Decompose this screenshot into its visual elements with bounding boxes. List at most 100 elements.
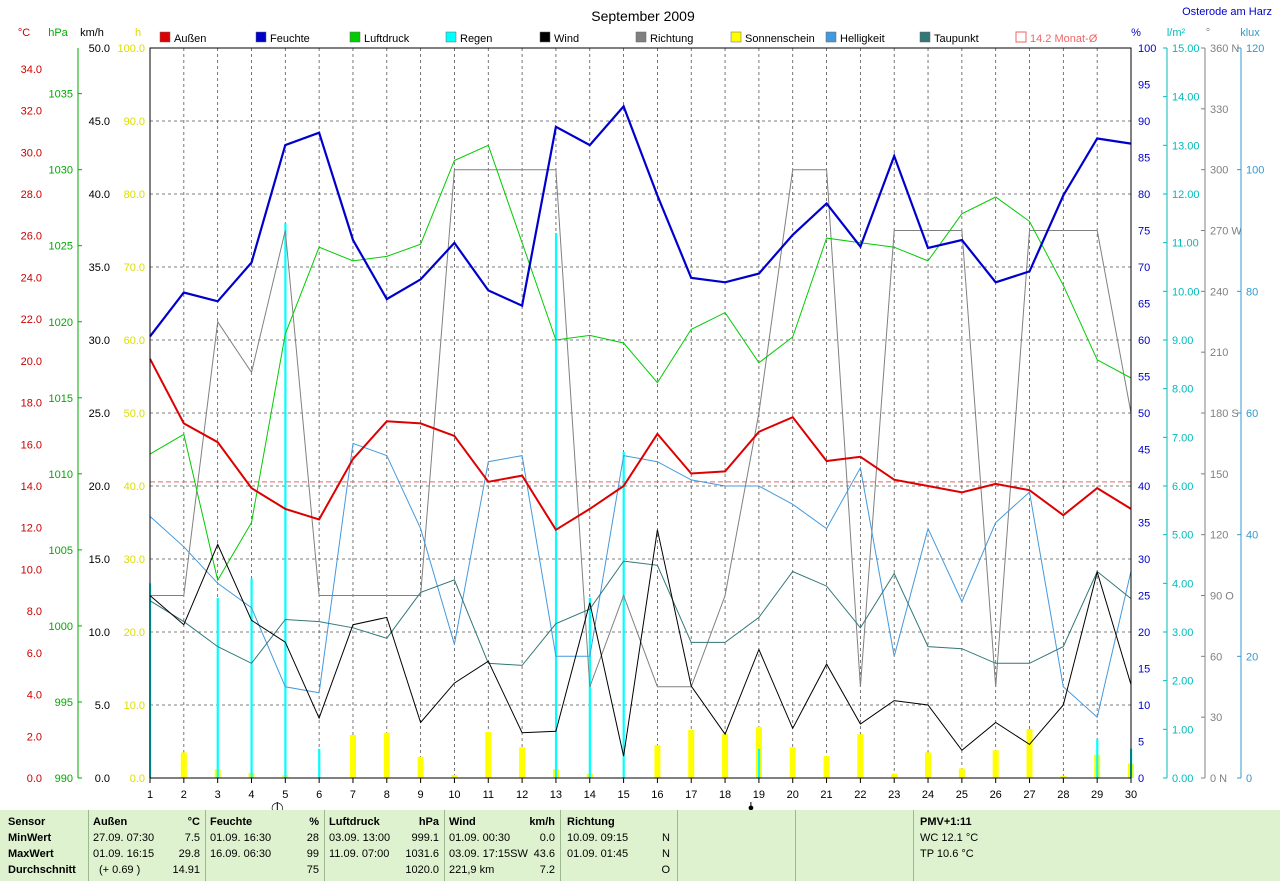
pressure-series-line: [149, 144, 1132, 582]
axis-label-kmh: km/h: [80, 27, 104, 39]
sunshine-bar: [1026, 729, 1033, 778]
legend-label-richtung: Richtung: [650, 33, 693, 45]
axis-tick-label-dir: 60: [1210, 651, 1222, 663]
axis-tick-label-dir: 120: [1210, 530, 1228, 542]
line-series: [149, 104, 1132, 757]
axis-tick-label-rain: 5.00: [1172, 530, 1193, 542]
stats-feuchte-unit: %: [309, 816, 319, 828]
stats-luftdruck-unit: hPa: [418, 816, 439, 828]
axis-tick-label-dir: 150: [1210, 469, 1228, 481]
wind-series-line: [149, 529, 1132, 757]
stats-label-avg: Durchschnitt: [8, 864, 76, 876]
x-axis-tick-label: 22: [854, 789, 866, 801]
stats-feuchte-avg-value: 75: [306, 864, 319, 876]
location-label: Osterode am Harz: [1182, 6, 1272, 18]
stats-pmv-wc: WC 12.1 °C: [920, 832, 979, 844]
legend-label-sonnenschein: Sonnenschein: [745, 33, 815, 45]
moon-phase-icon: ◯: [271, 802, 283, 810]
axis-tick-label-rain: 9.00: [1172, 335, 1193, 347]
x-axis-tick-label: 30: [1125, 789, 1137, 801]
axis-tick-label-sun: 20.0: [124, 627, 145, 639]
axis-tick-label-klux: 40: [1246, 530, 1258, 542]
weather-chart: September 2009 Osterode am Harz °C 0.0 2.0…: [17, 6, 1272, 810]
axis-tick-label-sun: 90.0: [124, 116, 145, 128]
sunshine-bar: [180, 752, 187, 778]
axis-tick-label-pct: 40: [1138, 481, 1150, 493]
x-axis-tick-label: 28: [1057, 789, 1069, 801]
x-axis-tick-label: 2: [181, 789, 187, 801]
legend-swatch-sonnenschein: [730, 31, 742, 43]
stats-aussen-avg-extra: (+ 0.69 ): [99, 864, 141, 876]
x-axis-tick-label: 8: [384, 789, 390, 801]
stats-aussen-max-value: 29.8: [178, 848, 200, 860]
axis-tick-label-temp: 20.0: [21, 356, 42, 368]
sunshine-bar: [349, 734, 356, 778]
axis-tick-label-dir: 90 O: [1210, 591, 1234, 603]
axis-label-pct: %: [1131, 27, 1141, 39]
stats-wind-column: Wind km/h 01.09. 00:30 0.0 03.09. 17:15S…: [444, 810, 561, 881]
axis-tick-label-rain: 6.00: [1172, 481, 1193, 493]
axis-tick-label-hpa: 1005: [49, 545, 73, 557]
sunshine-bar: [992, 750, 999, 778]
stats-luftdruck-max-value: 1031.6: [405, 848, 439, 860]
legend-label-helligkeit: Helligkeit: [840, 33, 885, 45]
axis-tick-label-pct: 0: [1138, 773, 1144, 785]
sunshine-bar: [925, 752, 932, 778]
axis-label-temp: °C: [18, 27, 30, 39]
stats-richtung-min-time: 10.09. 09:15: [567, 832, 629, 844]
x-axis-tick-label: 24: [922, 789, 934, 801]
axis-tick-label-dir: 270 W: [1210, 226, 1242, 238]
rain-bar: [588, 597, 591, 778]
x-axis-tick-label: 16: [651, 789, 663, 801]
x-axis-tick-label: 21: [820, 789, 832, 801]
axis-tick-label-pct: 70: [1138, 262, 1150, 274]
axis-label-dir: °: [1206, 27, 1210, 39]
x-axis-tick-label: 15: [617, 789, 629, 801]
axis-tick-label-sun: 70.0: [124, 262, 145, 274]
stats-richtung-min-value: N: [662, 832, 670, 844]
axis-tick-label-temp: 18.0: [21, 398, 42, 410]
axis-tick-label-pct: 20: [1138, 627, 1150, 639]
axis-tick-label-kmh: 25.0: [89, 408, 110, 420]
axis-tick-label-pct: 50: [1138, 408, 1150, 420]
axis-label-hpa: hPa: [48, 27, 68, 39]
legend-label-taupunkt: Taupunkt: [934, 33, 979, 45]
x-axis-tick-label: 9: [418, 789, 424, 801]
stats-labels-column: Sensor MinWert MaxWert Durchschnitt: [0, 810, 88, 881]
axis-label-rain: l/m²: [1167, 27, 1186, 39]
x-axis-tick-label: 25: [956, 789, 968, 801]
axis-tick-label-kmh: 5.0: [95, 700, 110, 712]
x-axis-tick-label: 5: [282, 789, 288, 801]
axis-tick-label-temp: 16.0: [21, 439, 42, 451]
stats-aussen-min-time: 27.09. 07:30: [93, 832, 155, 844]
stats-wind-max-time: 03.09. 17:15SW: [449, 848, 528, 860]
x-axis-tick-label: 27: [1023, 789, 1035, 801]
x-axis-tick-label: 17: [685, 789, 697, 801]
axis-tick-label-temp: 10.0: [21, 564, 42, 576]
stats-pmv-column: PMV+1:11 WC 12.1 °C TP 10.6 °C: [913, 810, 1280, 881]
axis-tick-label-pct: 10: [1138, 700, 1150, 712]
temperature-series-line: [149, 358, 1132, 532]
x-axis-tick-label: 13: [550, 789, 562, 801]
axis-tick-label-sun: 50.0: [124, 408, 145, 420]
axis-tick-label-kmh: 10.0: [89, 627, 110, 639]
axis-tick-label-rain: 1.00: [1172, 724, 1193, 736]
stats-pmv-head: PMV+1:11: [920, 816, 972, 828]
axis-tick-label-klux: 20: [1246, 651, 1258, 663]
stats-label-min: MinWert: [8, 832, 52, 844]
legend-label-monat: 14.2 Monat-Ø: [1030, 33, 1098, 45]
axis-tick-label-hpa: 1000: [49, 621, 73, 633]
axis-tick-label-pct: 5: [1138, 737, 1144, 749]
stats-richtung-avg-value: O: [661, 864, 670, 876]
axis-tick-label-sun: 30.0: [124, 554, 145, 566]
stats-wind-head: Wind: [449, 816, 476, 828]
legend: Außen Feuchte Luftdruck Regen Wind Richtung So…: [159, 31, 1098, 45]
axis-tick-label-kmh: 40.0: [89, 189, 110, 201]
stats-luftdruck-min-value: 999.1: [411, 832, 439, 844]
stats-luftdruck-max-time: 11.09. 07:00: [329, 848, 390, 860]
stats-wind-avg-value: 7.2: [539, 864, 555, 876]
axis-tick-label-temp: 34.0: [21, 64, 42, 76]
sunshine-bar: [688, 729, 695, 778]
axis-tick-label-kmh: 0.0: [95, 773, 110, 785]
stats-empty-column-1: [677, 810, 796, 881]
